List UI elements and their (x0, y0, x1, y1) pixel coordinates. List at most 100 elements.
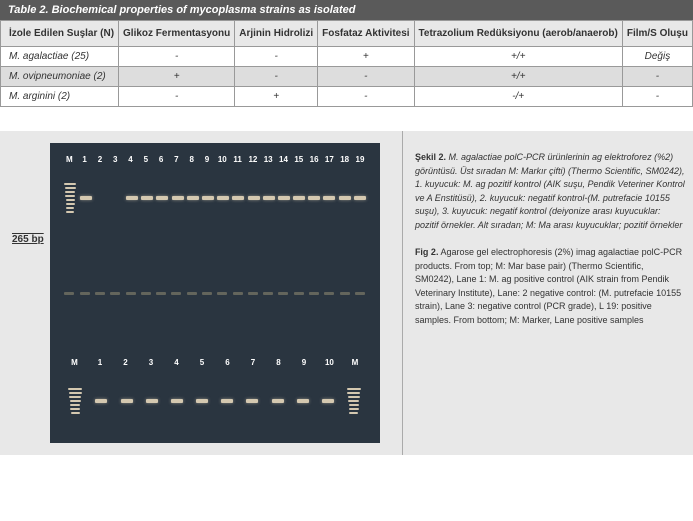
ladder-band (70, 400, 81, 402)
table-row: M. agalactiae (25) - - + +/+ Değiş (1, 47, 693, 67)
cell-value: Değiş (622, 47, 692, 67)
cell-strain: M. arginini (2) (1, 87, 119, 107)
lane-label: 5 (195, 358, 209, 367)
cell-value: - (235, 47, 318, 67)
lane-label: 14 (276, 155, 290, 164)
col-header-strain: İzole Edilen Suşlar (N) (1, 21, 119, 47)
lane-label: M (348, 358, 362, 367)
gel-band (232, 196, 244, 200)
well (324, 292, 334, 295)
ladder-marker (68, 388, 82, 414)
well (156, 292, 166, 295)
caption-en-title: Fig 2. (415, 247, 439, 257)
ladder-band (65, 191, 75, 193)
cell-value: - (318, 67, 414, 87)
ladder-band (70, 408, 80, 410)
cell-value: - (622, 67, 692, 87)
gel-band (308, 196, 320, 200)
lane-label: 2 (118, 358, 132, 367)
gel-band (172, 196, 184, 200)
figure-section: 265 bp M 1 2 3 4 5 6 7 8 9 10 11 12 13 (0, 131, 693, 455)
ladder-band (66, 203, 75, 205)
gel-band (80, 196, 92, 200)
cell-value: + (318, 47, 414, 67)
cell-value: - (235, 67, 318, 87)
well (233, 292, 243, 295)
ladder-band (347, 392, 360, 394)
well (80, 292, 90, 295)
gel-band (297, 399, 309, 403)
ladder-band (349, 404, 359, 406)
col-header-tetrazolium: Tetrazolium Redüksiyonu (aerob/anaerob) (414, 21, 622, 47)
caption-turkish: Şekil 2. M. agalactiae polC-PCR ürünleri… (415, 151, 685, 232)
ladder-band (68, 388, 82, 390)
well (340, 292, 350, 295)
gel-band (323, 196, 335, 200)
cell-value: - (119, 47, 235, 67)
ladder-marker (63, 183, 77, 213)
cell-value: + (235, 87, 318, 107)
ladder-band (349, 412, 358, 414)
ladder-band (69, 396, 81, 398)
col-header-phosphatase: Fosfataz Aktivitesi (318, 21, 414, 47)
lane-label: 11 (231, 155, 245, 164)
gel-band (187, 196, 199, 200)
well (217, 292, 227, 295)
well (309, 292, 319, 295)
gel-band (156, 196, 168, 200)
lane-label: 2 (93, 155, 107, 164)
ladder-band (348, 400, 359, 402)
gel-container: 265 bp M 1 2 3 4 5 6 7 8 9 10 11 12 13 (0, 131, 402, 455)
ladder-band (349, 408, 359, 410)
lane-label: 9 (297, 358, 311, 367)
lane-label: 5 (139, 155, 153, 164)
lane-label: 7 (246, 358, 260, 367)
table-row: M. ovipneumoniae (2) + - - +/+ - (1, 67, 693, 87)
gel-band (196, 399, 208, 403)
col-header-glucose: Glikoz Fermentasyonu (119, 21, 235, 47)
gel-band (202, 196, 214, 200)
well (64, 292, 74, 295)
gel-band (339, 196, 351, 200)
well (171, 292, 181, 295)
gel-band (293, 196, 305, 200)
col-header-arginine: Arjinin Hidrolizi (235, 21, 318, 47)
lane-label: 3 (144, 358, 158, 367)
lane-label: 10 (215, 155, 229, 164)
ladder-band (70, 404, 80, 406)
gel-image: M 1 2 3 4 5 6 7 8 9 10 11 12 13 14 15 16 (50, 143, 380, 443)
well (95, 292, 105, 295)
lane-label: 4 (124, 155, 138, 164)
lane-label: 1 (78, 155, 92, 164)
ladder-band (348, 396, 360, 398)
well (355, 292, 365, 295)
gel-band (272, 399, 284, 403)
lane-label: 16 (307, 155, 321, 164)
col-header-film: Film/S Oluşu (622, 21, 692, 47)
ladder-band (65, 187, 76, 189)
ladder-band (66, 211, 74, 213)
well (202, 292, 212, 295)
table-row: M. arginini (2) - + - -/+ - (1, 87, 693, 107)
cell-value: + (119, 67, 235, 87)
ladder-band (64, 183, 76, 185)
ladder-band (66, 199, 75, 201)
lane-label: 12 (246, 155, 260, 164)
gel-band (322, 399, 334, 403)
ladder-band (71, 412, 80, 414)
cell-value: -/+ (414, 87, 622, 107)
cell-value: +/+ (414, 47, 622, 67)
well (248, 292, 258, 295)
lane-label: 4 (169, 358, 183, 367)
lane-label: 6 (220, 358, 234, 367)
ladder-marker (347, 388, 361, 414)
lane-label: 3 (108, 155, 122, 164)
well (126, 292, 136, 295)
lane-label: 1 (93, 358, 107, 367)
cell-value: - (119, 87, 235, 107)
lane-label: 8 (185, 155, 199, 164)
lane-label: 13 (261, 155, 275, 164)
gel-band (141, 196, 153, 200)
table-title: Table 2. Biochemical properties of mycop… (0, 0, 693, 20)
well (187, 292, 197, 295)
